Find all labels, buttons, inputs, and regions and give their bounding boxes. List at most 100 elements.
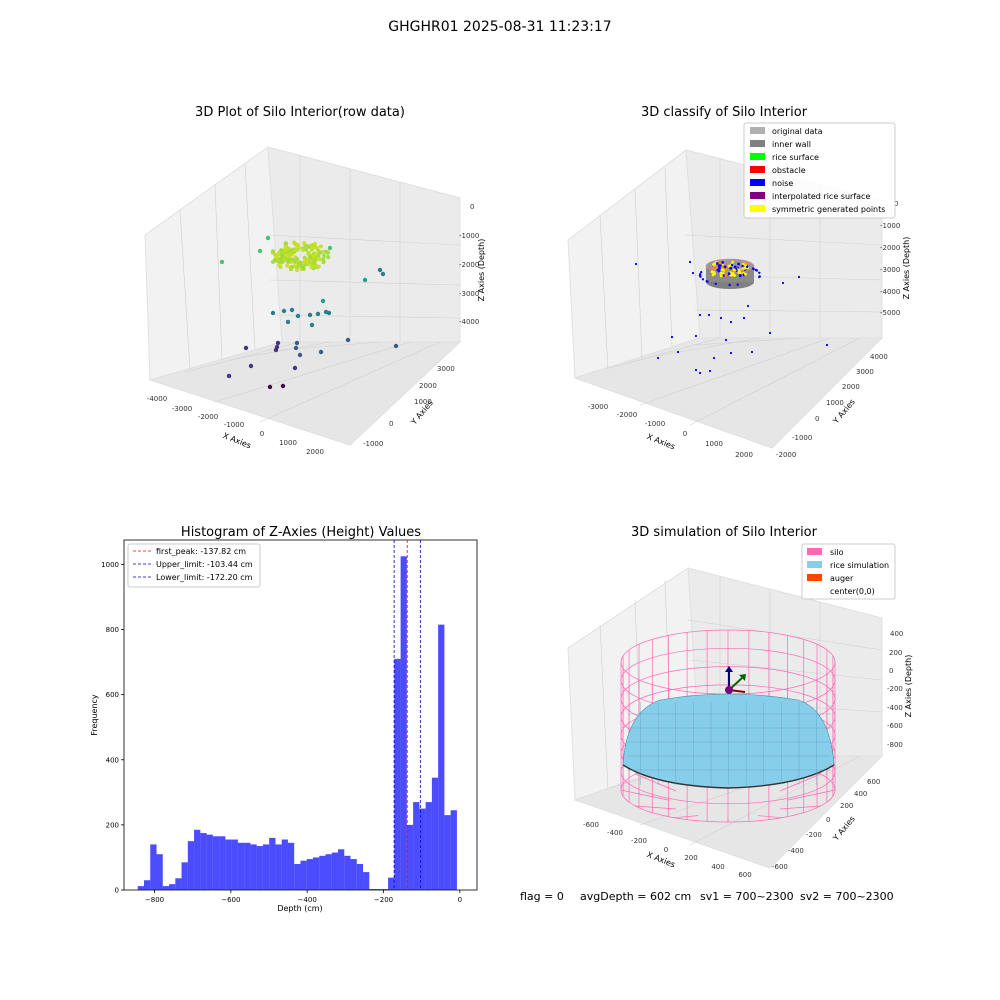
raw3d-point: [306, 250, 311, 256]
classify3d-point: [729, 266, 733, 270]
classify3d-z-tick: -1000: [880, 222, 900, 230]
raw3d-point: [280, 383, 286, 389]
raw3d-point: [298, 260, 303, 265]
classify3d-noise: [706, 280, 709, 283]
sim3d-ylabel: Y Axies: [831, 814, 857, 843]
histogram-bar: [325, 854, 332, 890]
raw3d-x-tick: 2000: [306, 448, 324, 456]
raw3d-y-tick: 3000: [437, 365, 455, 373]
grid-line: [184, 341, 301, 373]
classify3d-noise: [688, 260, 692, 264]
raw3d-point: [283, 241, 288, 246]
classify3d-z-tick: -2000: [880, 244, 900, 252]
classify3d-legend-swatch: [750, 179, 765, 186]
raw3d-y-ticks: -1000 0 1000 2000 3000: [363, 365, 455, 448]
histogram-bar: [413, 802, 420, 890]
classify3d-noise: [719, 264, 722, 267]
histogram-bar: [169, 884, 176, 890]
raw3d-xlabel: X Axies: [222, 431, 253, 450]
footer-sv1: sv1 = 700~2300: [700, 890, 794, 903]
histogram-bar: [388, 877, 395, 890]
histogram-bar: [287, 842, 295, 890]
classify3d-point: [723, 265, 727, 269]
raw3d-point: [286, 249, 291, 254]
histogram-bar: [275, 844, 282, 890]
raw3d-point: [294, 340, 300, 346]
histogram-legend-frame: [127, 543, 261, 588]
raw3d-x-tick: -2000: [198, 413, 218, 421]
histogram-bar: [200, 833, 207, 890]
classify3d-noise: [758, 271, 761, 274]
histogram-legend-label: Lower_limit: -172.20 cm: [156, 573, 253, 582]
raw3d-point: [270, 249, 276, 254]
raw3d-point: [315, 246, 320, 251]
histogram-ylabel: Frequency: [90, 694, 99, 736]
classify3d-noise: [746, 265, 749, 268]
raw3d-point: [345, 337, 351, 343]
histogram-y-tick-label: 600: [106, 691, 119, 699]
histogram-bar: [187, 841, 195, 890]
sim3d-z-ticks: 400 200 0 -200 -400 -600 -800: [887, 630, 903, 749]
classify3d-x-ticks: -3000 -2000 -1000 0 1000 2000: [588, 403, 753, 459]
footer-sv2: sv2 = 700~2300: [800, 890, 894, 903]
classify3d-y-tick: 1000: [826, 399, 844, 407]
raw3d-point: [257, 248, 263, 254]
classify3d-noise: [694, 368, 698, 372]
histogram-legend-items: first_peak: -137.82 cm Upper_limit: -103.…: [133, 547, 253, 582]
raw3d-point: [293, 345, 299, 351]
classify3d-legend-label: noise: [772, 179, 793, 188]
raw3d-point: [273, 347, 279, 353]
raw3d-point: [321, 260, 326, 265]
classify3d-noise: [698, 313, 702, 317]
sim3d-plot: 3D simulation of Silo Interior -600 -400…: [567, 525, 913, 879]
classify3d-point: [714, 265, 717, 269]
raw3d-point: [226, 373, 232, 379]
histogram-bar: [400, 556, 407, 890]
raw3d-point: [294, 267, 299, 273]
histogram-bar: [137, 886, 144, 890]
classify3d-legend-swatch: [750, 166, 765, 173]
raw3d-point: [393, 343, 399, 349]
raw3d-z-tick: -2000: [459, 261, 479, 269]
classify3d-noise: [728, 283, 731, 287]
grid-line: [599, 624, 609, 791]
classify3d-point: [715, 262, 719, 265]
histogram-bar: [244, 842, 251, 890]
raw3d-point: [320, 298, 326, 304]
figure-suptitle: GHGHR01 2025-08-31 11:23:17: [388, 19, 611, 35]
grid-line: [689, 337, 861, 426]
raw3d-point: [275, 340, 281, 346]
classify3d-point: [741, 269, 745, 273]
raw3d-point: [270, 310, 276, 316]
sim3d-z-tick: -200: [887, 685, 903, 693]
classify3d-point: [711, 273, 715, 277]
raw3d-point: [292, 365, 298, 371]
classify3d-legend-frame: [743, 122, 896, 219]
classify3d-noise: [701, 278, 705, 281]
raw3d-y-tick: 1000: [414, 398, 432, 406]
classify3d-point: [716, 268, 720, 272]
classify3d-point: [724, 268, 728, 272]
raw3d-z-tick: 0: [470, 203, 474, 211]
histogram-bar: [175, 878, 182, 890]
histogram-xlabel: Depth (cm): [277, 904, 322, 913]
sim3d-zlabel: Z Axies (Depth): [904, 655, 913, 718]
sim3d-y-tick: 600: [867, 778, 880, 786]
histogram-bar: [194, 829, 201, 890]
raw3d-point: [279, 248, 284, 253]
histogram-bar: [256, 846, 263, 890]
raw3d-point: [301, 247, 306, 253]
raw3d-point: [301, 266, 306, 271]
classify3d-noise: [691, 271, 695, 275]
raw3d-point: [308, 258, 313, 263]
classify3d-legend-swatch: [750, 153, 765, 160]
classify3d-noise: [656, 356, 660, 360]
raw3d-point: [278, 256, 283, 261]
raw3d-point: [284, 253, 289, 258]
classify3d-point: [744, 272, 747, 276]
histogram-bar: [394, 658, 401, 890]
raw3d-y-tick: 2000: [419, 382, 437, 390]
classify3d-point: [733, 265, 737, 269]
raw3d-point: [306, 244, 311, 249]
classify3d-noise: [700, 271, 703, 274]
